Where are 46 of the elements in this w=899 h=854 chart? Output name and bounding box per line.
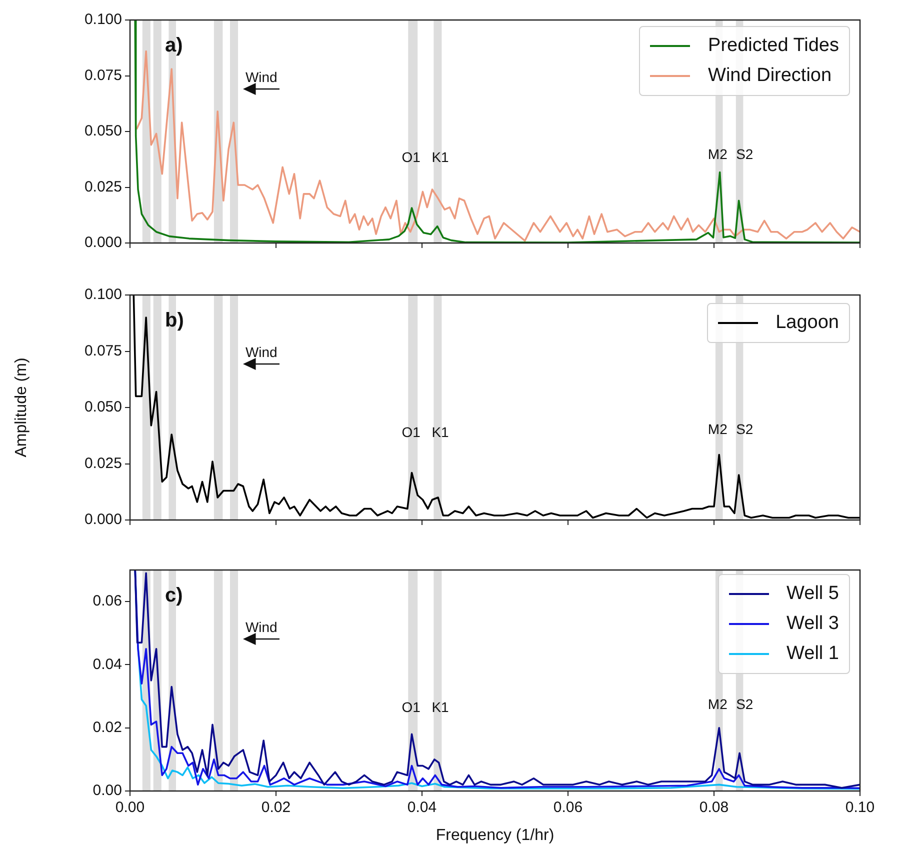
- x-tick-label: 0.10: [845, 799, 875, 816]
- annotation: O1: [402, 424, 421, 440]
- y-tick-label: 0.000: [84, 234, 122, 252]
- legend-label: Predicted Tides: [708, 35, 839, 57]
- annotation: S2: [736, 146, 754, 162]
- y-tick-label: 0.100: [84, 11, 122, 28]
- annotation: K1: [432, 698, 450, 715]
- legend-label: Wind Direction: [708, 65, 832, 87]
- annotation: Wind: [245, 344, 278, 360]
- annotation: O1: [402, 698, 421, 715]
- annotation: M2: [708, 146, 728, 162]
- annotation: Wind: [245, 619, 278, 635]
- y-tick-label: 0.075: [84, 342, 122, 360]
- x-tick-label: 0.08: [699, 799, 729, 816]
- x-tick-label: 0.04: [407, 799, 437, 816]
- y-tick-label: 0.04: [92, 656, 122, 673]
- y-tick-label: 0.02: [92, 719, 122, 736]
- y-tick-label: 0.00: [92, 782, 122, 800]
- annotation: K1: [432, 424, 450, 440]
- legend-label: Well 5: [786, 583, 839, 605]
- x-tick-label: 0.00: [115, 799, 145, 816]
- legend-label: Well 1: [786, 643, 839, 665]
- annotation: c): [165, 584, 183, 607]
- legend-label: Lagoon: [776, 312, 839, 334]
- legend-label: Well 3: [786, 613, 839, 635]
- x-axis-title: Frequency (1/hr): [436, 826, 554, 844]
- y-tick-label: 0.050: [84, 398, 122, 416]
- x-tick-label: 0.06: [553, 799, 583, 816]
- annotation: M2: [708, 696, 728, 712]
- annotation: b): [165, 310, 184, 332]
- annotation: M2: [708, 420, 728, 437]
- y-tick-label: 0.06: [92, 592, 122, 610]
- annotation: S2: [736, 420, 754, 437]
- annotation: a): [165, 34, 183, 57]
- y-tick-label: 0.050: [84, 122, 122, 140]
- annotation: Wind: [245, 69, 278, 85]
- x-tick-label: 0.02: [261, 799, 291, 816]
- annotation: S2: [736, 696, 754, 712]
- y-tick-label: 0.000: [84, 511, 122, 528]
- y-axis-title: Amplitude (m): [13, 358, 30, 458]
- annotation: K1: [432, 148, 450, 165]
- y-tick-label: 0.025: [84, 454, 122, 472]
- annotation: O1: [402, 148, 421, 165]
- y-tick-label: 0.100: [84, 286, 122, 304]
- y-tick-label: 0.025: [84, 178, 122, 196]
- y-tick-label: 0.075: [84, 66, 122, 84]
